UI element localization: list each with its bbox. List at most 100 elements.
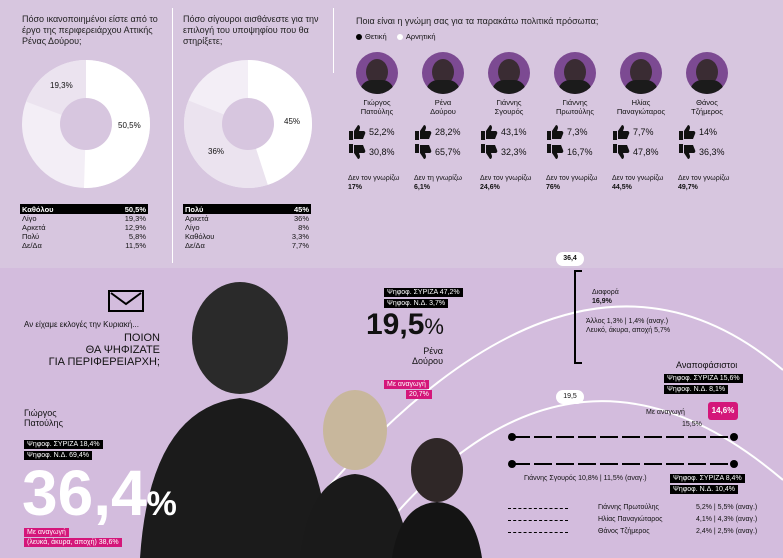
divider: [172, 8, 173, 263]
patoulis-percent: 36,4%: [22, 456, 177, 530]
positive-value: 52,2%: [369, 126, 395, 137]
portrait-icon: [356, 52, 398, 94]
undecided-syriza: Ψηφοφ. ΣΥΡΙΖΑ 15,6%: [664, 374, 743, 383]
patoulis-syriza: Ψηφοφ. ΣΥΡΙΖΑ 18,4%: [24, 440, 103, 449]
douroy-nd: Ψηφοφ. Ν.Δ. 3,7%: [384, 299, 449, 308]
unknown-label: Δεν τον γνωρίζω: [678, 175, 730, 182]
unknown-label: Δεν τον γνωρίζω: [348, 175, 400, 182]
diafora-label: Διαφορά: [592, 289, 619, 296]
patoulis-name: Γιώργος Πατούλης: [24, 408, 63, 428]
row-value: 12,9%: [124, 223, 146, 232]
legend-dot-positive: [356, 34, 362, 41]
positive-value: 7,7%: [633, 126, 654, 137]
minor-candidate-row: Θάνος Τζήμερος 2,4% | 2,5% (αναγ.): [508, 528, 778, 540]
minor-candidate-row: Ηλίας Παναγιώταρος 4,1% | 4,3% (αναγ.): [508, 516, 778, 528]
q1-pie-hole: [60, 98, 112, 150]
minor-bar: [508, 508, 568, 509]
envelope-icon: [108, 290, 144, 312]
thumbs-down-icon: [679, 144, 696, 159]
positive-row: 14%: [678, 124, 736, 140]
q1-row: Πολύ 5,8%: [20, 232, 148, 241]
portrait-icon: [686, 52, 728, 94]
negative-value: 65,7%: [435, 146, 461, 157]
positive-row: 7,3%: [546, 124, 604, 140]
douroy-percent: 19,5%: [366, 308, 444, 342]
thumbs-up-icon: [415, 125, 432, 140]
candidate-name: Θάνος Τζήμερος: [678, 98, 736, 116]
q2-pie: 45% 36%: [184, 60, 312, 188]
q1-pie-label: 50,5%: [118, 121, 141, 130]
q1-question: Πόσο ικανοποιημένοι είστε από το έργο τη…: [22, 14, 158, 46]
row-label: Καθόλου: [22, 204, 54, 214]
positive-row: 28,2%: [414, 124, 472, 140]
row-label: Πολύ: [185, 204, 204, 214]
undecided-nd: Ψηφοφ. Ν.Δ. 8,1%: [664, 385, 729, 394]
candidate-name: Ρένα Δούρου: [414, 98, 472, 116]
unknown-label: Δεν τη γνωρίζω: [414, 175, 462, 182]
undecided-base: 15,5%: [682, 421, 702, 428]
negative-row: 65,7%: [414, 144, 472, 160]
big-number: 19,5: [366, 308, 425, 341]
candidate-card: Γιάννης Σγουρός 43,1% 32,3% Δεν τον γνωρ…: [480, 52, 538, 192]
sgouros-bar: [512, 463, 734, 465]
q2-pie-label: 36%: [208, 147, 224, 156]
candidate-card: Γιάννης Πρωτούλης 7,3% 16,7% Δεν τον γνω…: [546, 52, 604, 192]
minor-candidate-row: Γιάννης Πρωτούλης 5,2% | 5,5% (αναγ.): [508, 504, 778, 516]
q1-row: Δε/Δα 11,5%: [20, 241, 148, 250]
q2-row: Λίγο 8%: [183, 223, 311, 232]
candidate-name: Γιάννης Σγουρός: [480, 98, 538, 116]
legend-dot-negative: [396, 34, 403, 41]
q1-row: Καθόλου 50,5%: [20, 204, 148, 214]
last-name: Πατούλης: [24, 418, 63, 428]
undecided-bar: [512, 436, 734, 438]
divider: [333, 8, 334, 73]
negative-row: 30,8%: [348, 144, 406, 160]
negative-row: 47,8%: [612, 144, 670, 160]
minor-name: Ηλίας Παναγιώταρος: [598, 516, 663, 523]
sgouros-line: Γιάννης Σγουρός 10,8% | 11,5% (αναγ.): [524, 475, 647, 482]
last-name: Πρωτούλης: [555, 107, 595, 116]
first-name: Γιώργος: [363, 98, 391, 107]
unknown-label: Δεν τον γνωρίζω: [612, 175, 664, 182]
others-line: Άλλος 1,3% | 1,4% (αναγ.): [586, 318, 669, 325]
q2-row: Δε/Δα 7,7%: [183, 241, 311, 250]
first-name: Γιώργος: [24, 408, 57, 418]
row-value: 45%: [293, 204, 309, 214]
candidate-card: Γιώργος Πατούλης 52,2% 30,8% Δεν τον γνω…: [348, 52, 406, 192]
q2-pie-label: 45%: [284, 117, 300, 126]
bar-node: [730, 460, 738, 468]
row-value: 3,3%: [291, 232, 309, 241]
q1-slice-kathólou: [83, 60, 151, 188]
unknown-label: Δεν τον γνωρίζω: [546, 175, 598, 182]
scale-top: 36,4: [556, 252, 584, 266]
q2-row: Πολύ 45%: [183, 204, 311, 214]
minor-value: 5,2% | 5,5% (αναγ.): [696, 504, 758, 511]
q3-question: Ποια είναι η γνώμη σας για τα παρακάτω π…: [356, 16, 599, 26]
sgouros-photo: [392, 438, 482, 558]
row-value: 5,8%: [128, 232, 146, 241]
unknown-label: Δεν τον γνωρίζω: [480, 175, 532, 182]
legend-positive: Θετική: [365, 32, 387, 41]
row-label: Καθόλου: [185, 232, 215, 241]
douroy-syriza: Ψηφοφ. ΣΥΡΙΖΑ 47,2%: [384, 288, 463, 297]
vote-question-line: ΓΙΑ ΠΕΡΙΦΕΡΕΙΑΡΧΗ;: [48, 356, 160, 368]
percent-sign: %: [424, 314, 444, 339]
last-name: Τζήμερος: [691, 107, 723, 116]
thumbs-up-icon: [547, 125, 564, 140]
row-label: Λίγο: [185, 223, 200, 232]
difference-bracket: [574, 270, 582, 364]
portrait-icon: [422, 52, 464, 94]
sgouros-nd: Ψηφοφ. Ν.Δ. 10,4%: [670, 485, 739, 494]
minor-candidates: Γιάννης Πρωτούλης 5,2% | 5,5% (αναγ.) Ηλ…: [508, 504, 778, 540]
unknown-value: 17%: [348, 184, 363, 191]
row-value: 11,5%: [125, 241, 146, 250]
candidate-name: Γιώργος Πατούλης: [348, 98, 406, 116]
minor-bar: [508, 532, 568, 533]
negative-row: 36,3%: [678, 144, 736, 160]
row-value: 8%: [298, 223, 309, 232]
vote-question-line: ΠΟΙΟΝ: [123, 332, 160, 344]
positive-value: 43,1%: [501, 126, 527, 137]
row-label: Πολύ: [22, 232, 40, 241]
positive-value: 14%: [699, 126, 718, 137]
